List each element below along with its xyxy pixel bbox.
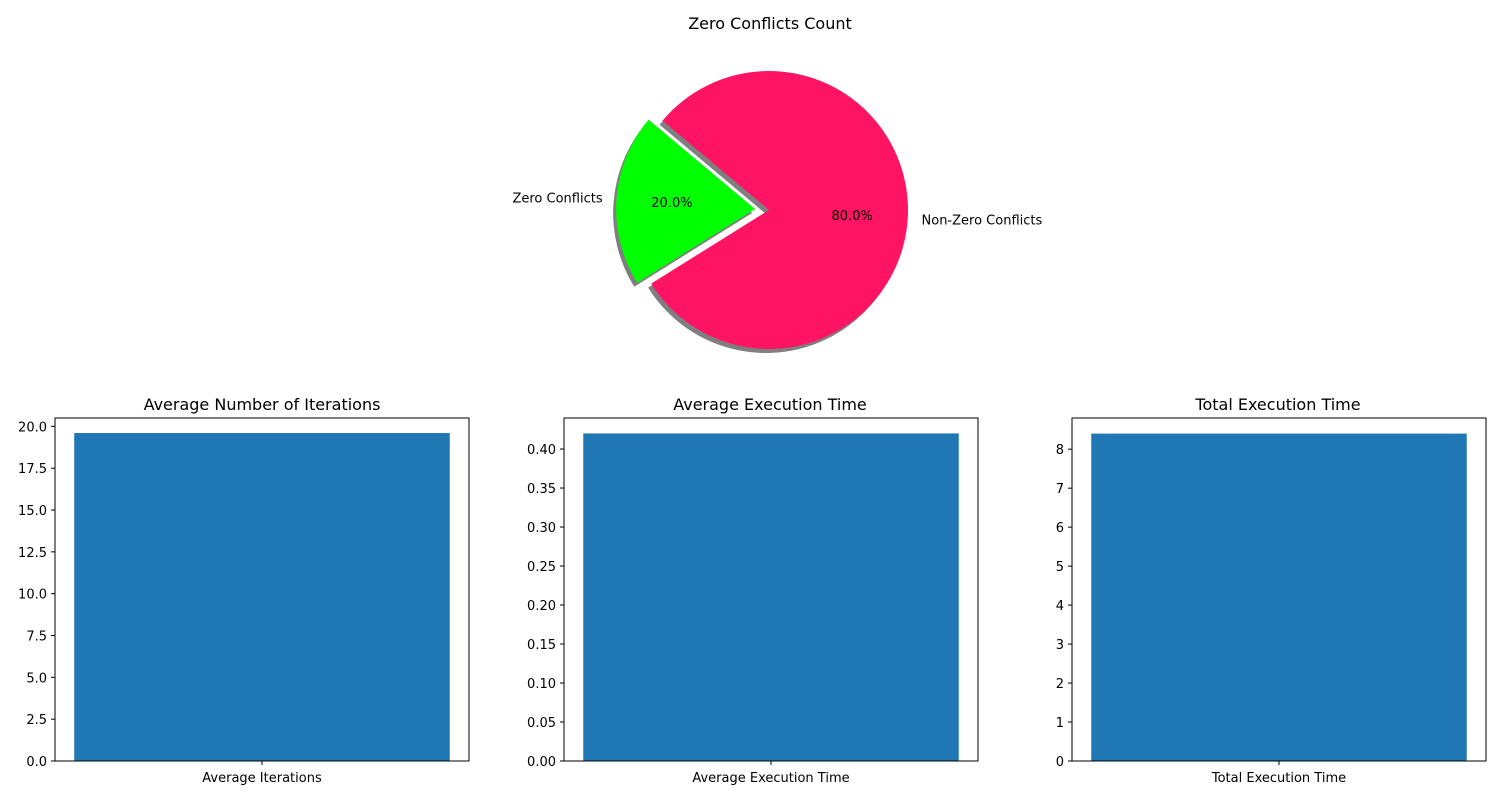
bar-chart-3-ytick-label: 5 xyxy=(1056,560,1064,575)
bar-chart-avg-exec-time: Average Execution Time Average Execution… xyxy=(527,395,979,786)
pie-label-non-zero-conflicts: Non-Zero Conflicts xyxy=(922,214,1043,229)
bar-chart-total-exec-time-plot: Total Execution Time 0 1 2 3 4 5 6 7 8 xyxy=(1056,417,1487,786)
bar-chart-3-ytick-label: 3 xyxy=(1056,638,1064,653)
bar-chart-3-ytick-label: 0 xyxy=(1056,755,1064,770)
bar-chart-1-ytick-label: 20.0 xyxy=(18,420,47,435)
pie-chart: Zero Conflicts Count Zero Conflicts 20.0%… xyxy=(512,14,1042,353)
pie-label-zero-conflicts: Zero Conflicts xyxy=(512,191,602,206)
pie-slices xyxy=(616,70,909,349)
bar-chart-total-exec-time-title: Total Execution Time xyxy=(1194,395,1360,414)
bar-chart-2-xtick-label: Average Execution Time xyxy=(692,771,849,786)
pie-slice-non-zero-conflicts xyxy=(651,70,909,349)
bar-chart-1-ytick-label: 5.0 xyxy=(26,671,47,686)
bar-chart-1-xtick-label: Average Iterations xyxy=(202,771,322,786)
bar-chart-iterations: Average Number of Iterations Average Ite… xyxy=(18,395,470,786)
bar-chart-iterations-plot: Average Iterations 0.0 2.5 5.0 7.5 10.0 12.5 15… xyxy=(18,417,470,786)
bar-chart-2-ytick-label: 0.35 xyxy=(527,482,556,497)
bar-chart-1-ytick-label: 7.5 xyxy=(26,630,47,645)
bar-chart-2-axes-frame xyxy=(563,417,979,762)
bar-chart-1-ytick-label: 10.0 xyxy=(18,588,47,603)
bar-chart-3-ytick-label: 6 xyxy=(1056,521,1064,536)
bar-chart-3-bar-total-execution-time xyxy=(1091,433,1467,761)
bar-chart-2-ytick-label: 0.30 xyxy=(527,521,556,536)
bar-chart-3-axes-frame xyxy=(1071,417,1487,762)
pie-labels: Zero Conflicts 20.0% Non-Zero Conflicts 80.… xyxy=(512,191,1042,228)
bar-chart-2-bar-average-execution-time xyxy=(583,433,959,761)
bar-chart-2-ytick-label: 0.05 xyxy=(527,716,556,731)
bar-chart-avg-exec-time-title: Average Execution Time xyxy=(673,395,867,414)
bar-chart-2-ytick-label: 0.10 xyxy=(527,677,556,692)
pie-slice-zero-conflicts xyxy=(616,119,756,283)
pie-pct-label-non-zero-conflicts: 80.0% xyxy=(832,209,873,224)
bar-chart-3-ytick-label: 2 xyxy=(1056,677,1064,692)
bar-chart-1-ytick-label: 0.0 xyxy=(26,755,47,770)
bar-chart-2-ytick-label: 0.00 xyxy=(527,755,556,770)
bar-chart-3-ytick-label: 1 xyxy=(1056,716,1064,731)
bar-chart-1-axes-frame xyxy=(54,417,470,762)
bar-chart-3-ytick-label: 4 xyxy=(1056,599,1064,614)
bar-chart-2-ytick-label: 0.40 xyxy=(527,443,556,458)
bar-chart-1-ytick-label: 17.5 xyxy=(18,462,47,477)
bar-chart-iterations-title: Average Number of Iterations xyxy=(144,395,381,414)
pie-chart-title: Zero Conflicts Count xyxy=(688,14,852,33)
bar-chart-1-ytick-label: 12.5 xyxy=(18,546,47,561)
bar-chart-1-ytick-label: 15.0 xyxy=(18,504,47,519)
bar-chart-2-ytick-label: 0.15 xyxy=(527,638,556,653)
bar-chart-avg-exec-time-plot: Average Execution Time 0.00 0.05 0.10 0.15 0.… xyxy=(527,417,979,786)
bar-chart-1-ytick-label: 2.5 xyxy=(26,713,47,728)
bar-chart-total-exec-time: Total Execution Time Total Execution Tim… xyxy=(1056,395,1487,786)
bar-chart-3-xtick-label: Total Execution Time xyxy=(1211,771,1346,786)
bar-chart-3-ytick-label: 7 xyxy=(1056,482,1064,497)
bar-chart-3-ytick-label: 8 xyxy=(1056,443,1064,458)
bar-chart-1-bar-average-iterations xyxy=(74,433,450,761)
pie-pct-label-zero-conflicts: 20.0% xyxy=(651,196,692,211)
bar-chart-2-ytick-label: 0.20 xyxy=(527,599,556,614)
bar-chart-2-ytick-label: 0.25 xyxy=(527,560,556,575)
